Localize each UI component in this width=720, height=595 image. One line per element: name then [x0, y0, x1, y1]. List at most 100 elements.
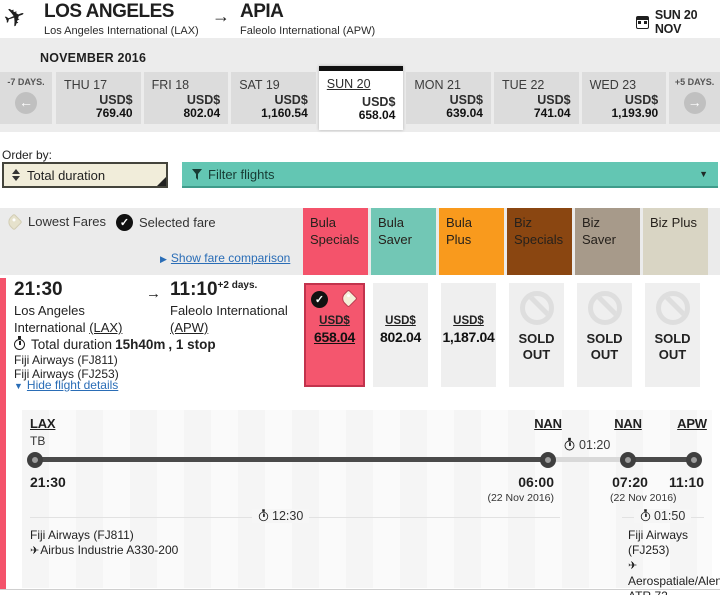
row-divider — [0, 589, 720, 590]
selected-row-indicator — [0, 278, 6, 589]
arrow-left-icon[interactable]: ← — [15, 92, 37, 114]
day-tab-wed23[interactable]: WED 23 USD$ 1,193.90 — [581, 72, 667, 124]
timeline-leg2 — [628, 457, 694, 462]
fare-currency: USD$ — [385, 315, 416, 327]
calendar-icon — [636, 15, 649, 29]
carrier-line-1: Fiji Airways (FJ811) — [14, 353, 118, 367]
leg2-duration: 01:50 — [634, 508, 692, 523]
prev-days-label: -7 DAYS. — [7, 77, 45, 87]
fare-header-biz-specials: Biz Specials — [507, 208, 572, 275]
fare-comparison-label: Show fare comparison — [170, 251, 291, 265]
day-tab-sun20-selected[interactable]: SUN 20 USD$ 658.04 — [318, 66, 404, 130]
arrival-days-suffix: +2 days. — [217, 280, 258, 291]
day-price: 802.04 — [183, 106, 221, 120]
tag-icon — [339, 289, 358, 308]
currency-label: USD$ — [362, 95, 396, 109]
segment-time-nan-depart: 07:20 — [612, 474, 648, 490]
destination-airport: Faleolo International (APW) — [240, 25, 376, 37]
leg2-aircraft-model: ATR 72 — [628, 589, 720, 595]
arrival-time-value: 11:10 — [170, 279, 218, 300]
clock-icon — [640, 508, 651, 521]
sort-icon — [12, 169, 20, 181]
legend-lowest-fares: Lowest Fares — [5, 213, 107, 230]
station-code-lax[interactable]: LAX — [30, 416, 56, 431]
station-code-nan-2[interactable]: NAN — [614, 416, 642, 431]
currency-label: USD$ — [624, 93, 659, 107]
order-by-dropdown[interactable]: Total duration — [2, 162, 168, 188]
show-fare-comparison-link[interactable]: ▶ Show fare comparison — [160, 251, 290, 265]
arrow-right-icon[interactable]: → — [683, 92, 706, 114]
fare-header-bula-plus: Bula Plus — [439, 208, 504, 275]
duration-value: 15h40m — [115, 337, 166, 352]
currency-label: USD$ — [186, 93, 221, 107]
prev-days-button[interactable]: -7 DAYS. ← — [0, 72, 52, 124]
timeline-layover — [548, 457, 628, 462]
hide-flight-details-link[interactable]: ▼ Hide flight details — [14, 378, 118, 392]
next-days-label: +5 DAYS. — [674, 77, 715, 87]
fare-cell-bula-plus[interactable]: USD$ 1,187.04 — [441, 283, 496, 387]
day-tab-tue22[interactable]: TUE 22 USD$ 741.04 — [494, 72, 579, 124]
day-price: 1,193.90 — [611, 106, 659, 120]
no-entry-icon — [587, 291, 622, 325]
total-duration-line: Total duration 15h40m , 1 stop — [14, 336, 216, 352]
triangle-right-icon: ▶ — [160, 254, 167, 264]
station-terminal: TB — [30, 434, 46, 448]
leg2-info: Fiji Airways (FJ253) ✈ Aerospatiale/Aleni… — [628, 528, 720, 595]
leg1-aircraft: Airbus Industrie A330-200 — [40, 543, 179, 557]
station-code-nan-1[interactable]: NAN — [534, 416, 562, 431]
day-tab-mon21[interactable]: MON 21 USD$ 639.04 — [406, 72, 491, 124]
fare-currency: USD$ — [453, 315, 484, 327]
plane-icon: ✈ — [0, 0, 31, 35]
destination-code-link[interactable]: (APW) — [170, 320, 209, 335]
departure-time: 21:30 — [14, 279, 63, 300]
check-circle-icon: ✓ — [116, 214, 133, 231]
fare-cell-biz-saver-soldout: SOLD OUT — [577, 283, 632, 387]
origin-airport-line: Los Angeles International (LAX) — [14, 302, 152, 336]
day-price: 741.04 — [533, 106, 571, 120]
day-tab-thu17[interactable]: THU 17 USD$ 769.40 — [56, 72, 141, 124]
fare-cell-biz-plus-soldout: SOLD OUT — [645, 283, 700, 387]
leg2-duration-value: 01:50 — [654, 509, 686, 523]
dropdown-corner-icon — [157, 177, 166, 186]
tag-icon — [5, 213, 23, 230]
segment-time-arrive: 11:10 — [668, 474, 704, 490]
fare-price: 802.04 — [379, 329, 422, 345]
currency-label: USD$ — [449, 93, 483, 107]
segment-date-nan-depart: (22 Nov 2016) — [610, 492, 677, 504]
station-code-apw[interactable]: APW — [677, 416, 707, 431]
order-by-value: Total duration — [27, 167, 106, 183]
flight-arrow-icon: → — [146, 285, 161, 302]
clock-icon — [564, 437, 575, 450]
legend-selected-fare: ✓ Selected fare — [116, 214, 216, 231]
sold-out-label: SOLD OUT — [654, 331, 691, 362]
timeline-node-lax — [27, 452, 43, 468]
day-label: FRI 18 — [151, 78, 190, 92]
travel-date-label: SUN 20 NOV — [654, 8, 698, 36]
segment-time-depart: 21:30 — [30, 474, 66, 490]
fare-cell-bula-saver[interactable]: USD$ 802.04 — [373, 283, 428, 387]
travel-date: SUN 20 NOV — [636, 8, 720, 36]
fare-price: 658.04 — [313, 329, 356, 345]
day-tab-sat19[interactable]: SAT 19 USD$ 1,160.54 — [231, 72, 316, 124]
destination-city: APIA — [240, 1, 284, 22]
layover-duration-value: 01:20 — [579, 438, 611, 452]
clock-icon — [14, 336, 25, 350]
next-days-button[interactable]: +5 DAYS. → — [669, 72, 720, 124]
timeline-leg1 — [35, 457, 548, 462]
day-label: SAT 19 — [239, 78, 280, 92]
timeline-node-apw — [686, 452, 702, 468]
origin-city: LOS ANGELES — [44, 1, 174, 22]
fare-cell-biz-specials-soldout: SOLD OUT — [509, 283, 564, 387]
lowest-fares-label: Lowest Fares — [28, 214, 107, 229]
origin-code-link[interactable]: (LAX) — [89, 320, 123, 335]
order-by-label: Order by: — [2, 148, 53, 162]
day-label: THU 17 — [64, 78, 108, 92]
filter-flights-dropdown[interactable]: Filter flights ▼ — [182, 162, 718, 188]
origin-airport: Los Angeles International (LAX) — [44, 25, 199, 37]
day-tab-fri18[interactable]: FRI 18 USD$ 802.04 — [143, 72, 229, 124]
route-arrow-icon: → — [212, 6, 230, 26]
fare-cell-bula-specials-selected[interactable]: ✓ USD$ 658.04 — [304, 283, 365, 387]
origin-name: Los Angeles International — [14, 303, 86, 335]
selected-fare-label: Selected fare — [139, 215, 216, 230]
duration-prefix: Total duration — [31, 337, 113, 352]
